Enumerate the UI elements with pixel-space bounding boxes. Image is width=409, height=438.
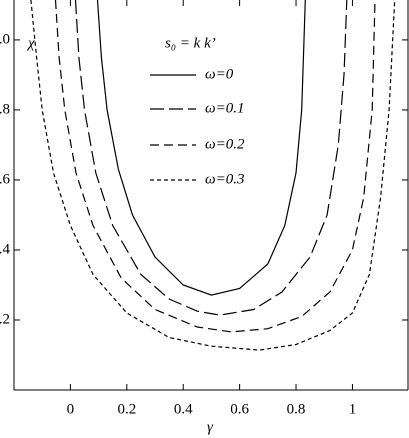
legend-label: ω=0 bbox=[205, 66, 234, 82]
annotation: s₀ = k k’ bbox=[165, 35, 216, 51]
y-tick-label: 0.4 bbox=[0, 241, 11, 257]
y-axis-label: χ bbox=[26, 35, 35, 51]
x-tick-label: 0 bbox=[67, 401, 75, 417]
x-tick-label: 0.6 bbox=[230, 401, 249, 417]
legend-label: ω=0.3 bbox=[205, 171, 244, 187]
x-tick-label: 0.4 bbox=[174, 401, 193, 417]
x-axis-label: γ bbox=[207, 419, 214, 435]
line-series bbox=[74, 0, 348, 316]
line-series bbox=[96, 0, 306, 296]
x-tick-label: 1 bbox=[349, 401, 357, 417]
line-series bbox=[54, 0, 376, 333]
x-tick-label: 0.2 bbox=[117, 401, 136, 417]
y-tick-label: 0.2 bbox=[0, 311, 10, 327]
y-tick-label: 0.8 bbox=[0, 101, 10, 117]
y-tick-label: 1.0 bbox=[0, 31, 10, 47]
x-tick-label: 0.8 bbox=[287, 401, 306, 417]
line-series bbox=[30, 0, 396, 351]
legend-label: ω=0.2 bbox=[205, 136, 245, 152]
legend-label: ω=0.1 bbox=[205, 100, 244, 116]
y-tick-label: 0.6 bbox=[0, 171, 11, 187]
